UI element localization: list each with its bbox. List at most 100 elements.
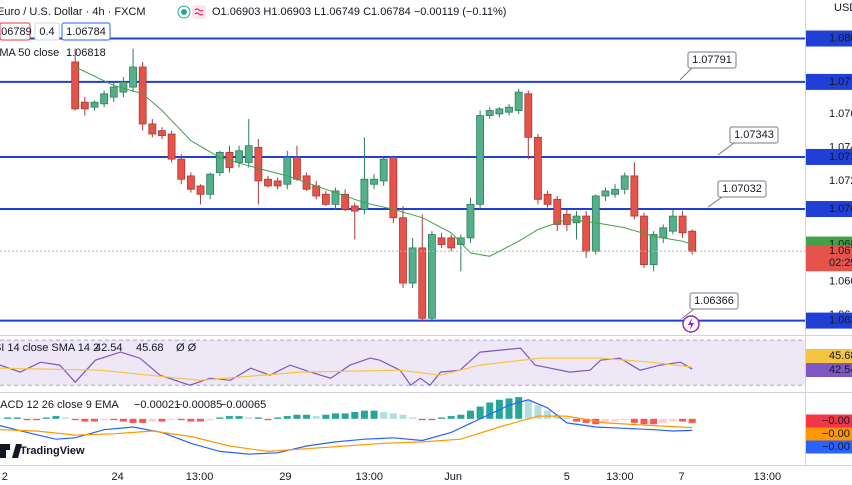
macd-histogram-bar (254, 417, 262, 419)
macd-legend-value: −0.00021 (134, 399, 180, 411)
macd-histogram-bar (380, 412, 388, 419)
ohlc-legend: O1.06903 H1.06903 L1.06749 C1.06784 −0.0… (212, 6, 506, 18)
candle-body (447, 237, 456, 249)
candle-body (264, 178, 272, 187)
level-axis-box (806, 73, 852, 90)
candle-body (360, 178, 369, 210)
candle-body (244, 145, 253, 163)
rsi-title: RSI 14 close SMA 14 2 (0, 342, 99, 354)
x-tick-label: 2 (2, 471, 8, 483)
rsi-legend-value: 45.68 (136, 342, 164, 354)
macd-histogram-bar (611, 418, 619, 422)
candle-body (437, 237, 446, 245)
brand-logo (0, 444, 22, 458)
candle-body (293, 157, 301, 180)
callout-pointer (717, 142, 735, 156)
macd-histogram-bar (389, 413, 397, 419)
macd-histogram-bar (312, 416, 320, 419)
last-price-box (806, 245, 852, 272)
rsi-line (0, 357, 693, 381)
macd-histogram-bar (71, 418, 79, 421)
rsi-legend-value: Ø Ø (176, 342, 197, 354)
market-status-dot (181, 9, 187, 15)
rsi-axis-box (806, 349, 852, 363)
macd-histogram-bar (81, 418, 89, 422)
rsi-axis-box (806, 363, 852, 377)
alert-marker-glyph (688, 318, 694, 330)
ema-legend: EMA 50 close (0, 47, 59, 59)
candle-body (158, 130, 166, 137)
alert-icon-glyph (194, 8, 204, 16)
candle-body (505, 106, 513, 113)
candle-body (80, 101, 89, 110)
rsi-legend-value: 42.54 (95, 342, 123, 354)
rsi-line (0, 347, 693, 387)
callout-label: 1.06366 (694, 295, 734, 307)
candle-body (167, 133, 176, 160)
level-axis-label: 1.070 (829, 203, 852, 215)
macd-histogram-bar (148, 418, 156, 422)
callout-label: 1.07343 (734, 129, 774, 141)
candle-body (408, 247, 417, 284)
x-tick-label: 5 (564, 471, 570, 483)
level-axis-label: 1.077 (829, 76, 852, 88)
y-tick-label: 1.072 (829, 175, 852, 187)
level-axis-label: 1.080 (829, 32, 852, 44)
candle-body (109, 86, 118, 98)
macd-histogram-bar (42, 417, 50, 419)
callout-label: 1.07791 (692, 54, 732, 66)
countdown: 02:29 (829, 257, 852, 269)
candle-body (389, 157, 398, 219)
macd-histogram-bar (659, 418, 667, 423)
candle-body (669, 215, 677, 232)
macd-histogram-bar (341, 413, 349, 419)
macd-histogram-bar (399, 414, 407, 419)
macd-histogram-bar (351, 412, 359, 419)
symbol-title: Euro / U.S. Dollar · 4h · FXCM (0, 6, 146, 18)
candle-body (611, 188, 619, 195)
macd-axis-box (806, 427, 852, 441)
spread-box (34, 22, 60, 41)
candle-body (476, 115, 485, 205)
candle-body (630, 175, 639, 217)
macd-histogram-bar (553, 414, 561, 419)
candle-body (206, 173, 215, 195)
macd-histogram-bar (216, 417, 224, 419)
macd-histogram-bar (360, 410, 368, 419)
candle-body (582, 215, 591, 252)
candle-body (601, 190, 610, 197)
buy-box (61, 22, 111, 41)
macd-histogram-bar (187, 418, 195, 422)
candle-body (196, 185, 205, 195)
callout-pointer (679, 67, 693, 81)
candle-body (524, 93, 533, 138)
macd-histogram-bar (457, 414, 465, 419)
macd-legend-value: −0.00065 (220, 399, 266, 411)
macd-histogram-bar (688, 418, 696, 423)
macd-histogram-bar (418, 418, 426, 421)
macd-histogram-bar (438, 417, 446, 419)
candle-body (678, 215, 687, 234)
candle-body (495, 108, 504, 115)
macd-line (0, 415, 693, 453)
x-tick-label: 24 (111, 471, 123, 483)
macd-histogram-bar (601, 418, 609, 423)
callout-box (729, 126, 779, 144)
rsi-axis-label: 45.68 (829, 350, 852, 362)
macd-histogram-bar (447, 416, 455, 419)
buy-price: 1.06784 (66, 26, 106, 38)
macd-histogram-bar (235, 416, 243, 419)
macd-histogram-bar (370, 410, 378, 419)
candle-body (312, 185, 321, 197)
level-axis-box (806, 201, 852, 218)
macd-histogram-bar (563, 417, 571, 419)
x-tick-label: 13:00 (186, 471, 214, 483)
level-axis-box (806, 148, 852, 165)
macd-line (0, 399, 693, 455)
candle-body (90, 101, 99, 108)
candle-body (273, 180, 282, 187)
macd-histogram-bar (119, 418, 127, 422)
candle-body (370, 178, 378, 185)
